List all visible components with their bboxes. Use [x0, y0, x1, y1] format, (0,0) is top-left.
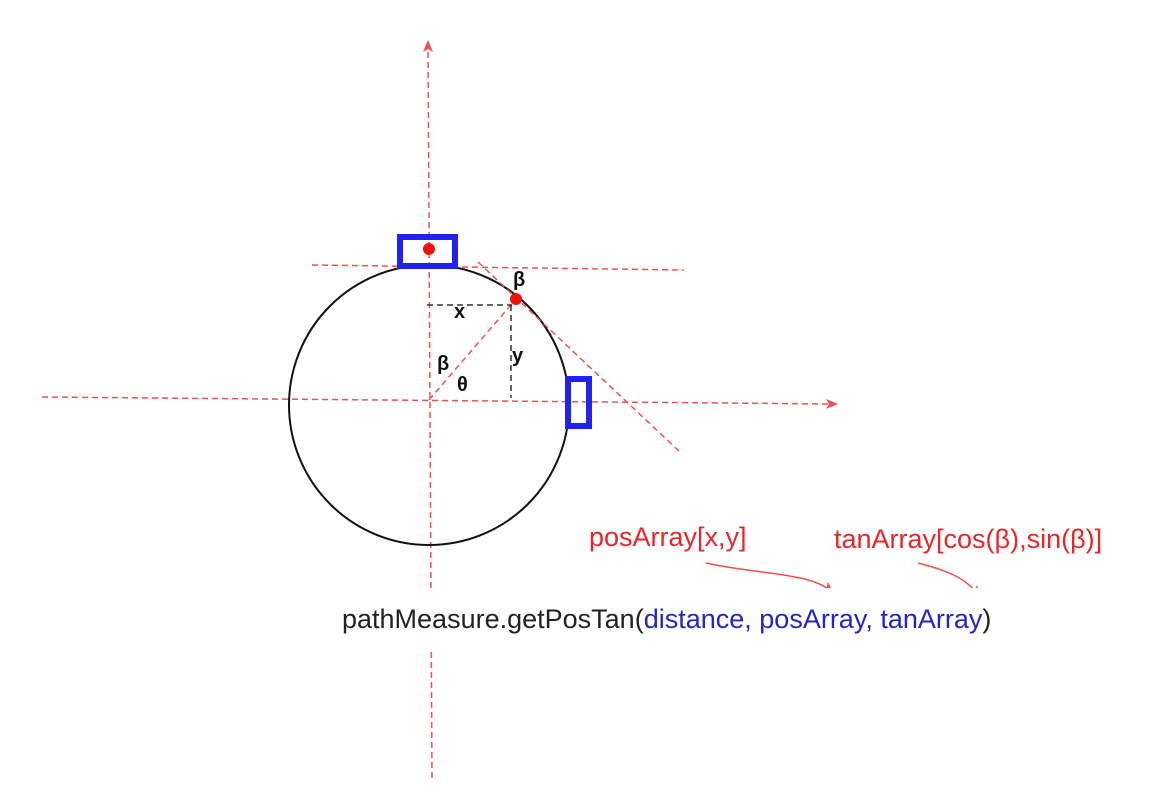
y-label: y — [512, 345, 524, 367]
x-label: x — [454, 301, 466, 323]
pos-array-annotation: posArray[x,y] — [589, 522, 747, 552]
code-prefix: pathMeasure.getPosTan( — [342, 604, 644, 634]
code-arg-tan: tanArray — [880, 604, 983, 634]
pos-array-arrow — [705, 562, 834, 594]
code-line: pathMeasure.getPosTan(distance, posArray… — [342, 606, 991, 633]
tan-array-annotation: tanArray[cos(β),sin(β)] — [834, 524, 1103, 554]
top-tangent-line — [311, 264, 685, 271]
radius-line — [428, 298, 517, 401]
code-background — [338, 588, 1128, 650]
y-axis-line — [423, 40, 434, 779]
tangent-point — [510, 293, 522, 305]
start-point — [423, 243, 435, 255]
point-tangent-line — [477, 261, 681, 453]
code-sep-1: , — [744, 604, 760, 634]
x-axis-line — [41, 396, 838, 409]
theta-label: θ — [457, 374, 468, 396]
start-highlight-box — [397, 234, 458, 269]
code-sep-2: , — [865, 604, 881, 634]
axis-cross-highlight-box — [565, 376, 592, 429]
beta-center-label: β — [437, 353, 450, 375]
code-arg-pos: posArray — [759, 604, 866, 634]
code-suffix: ) — [982, 604, 992, 634]
beta-tangent-label: β — [513, 269, 526, 291]
code-arg-distance: distance — [643, 604, 745, 634]
